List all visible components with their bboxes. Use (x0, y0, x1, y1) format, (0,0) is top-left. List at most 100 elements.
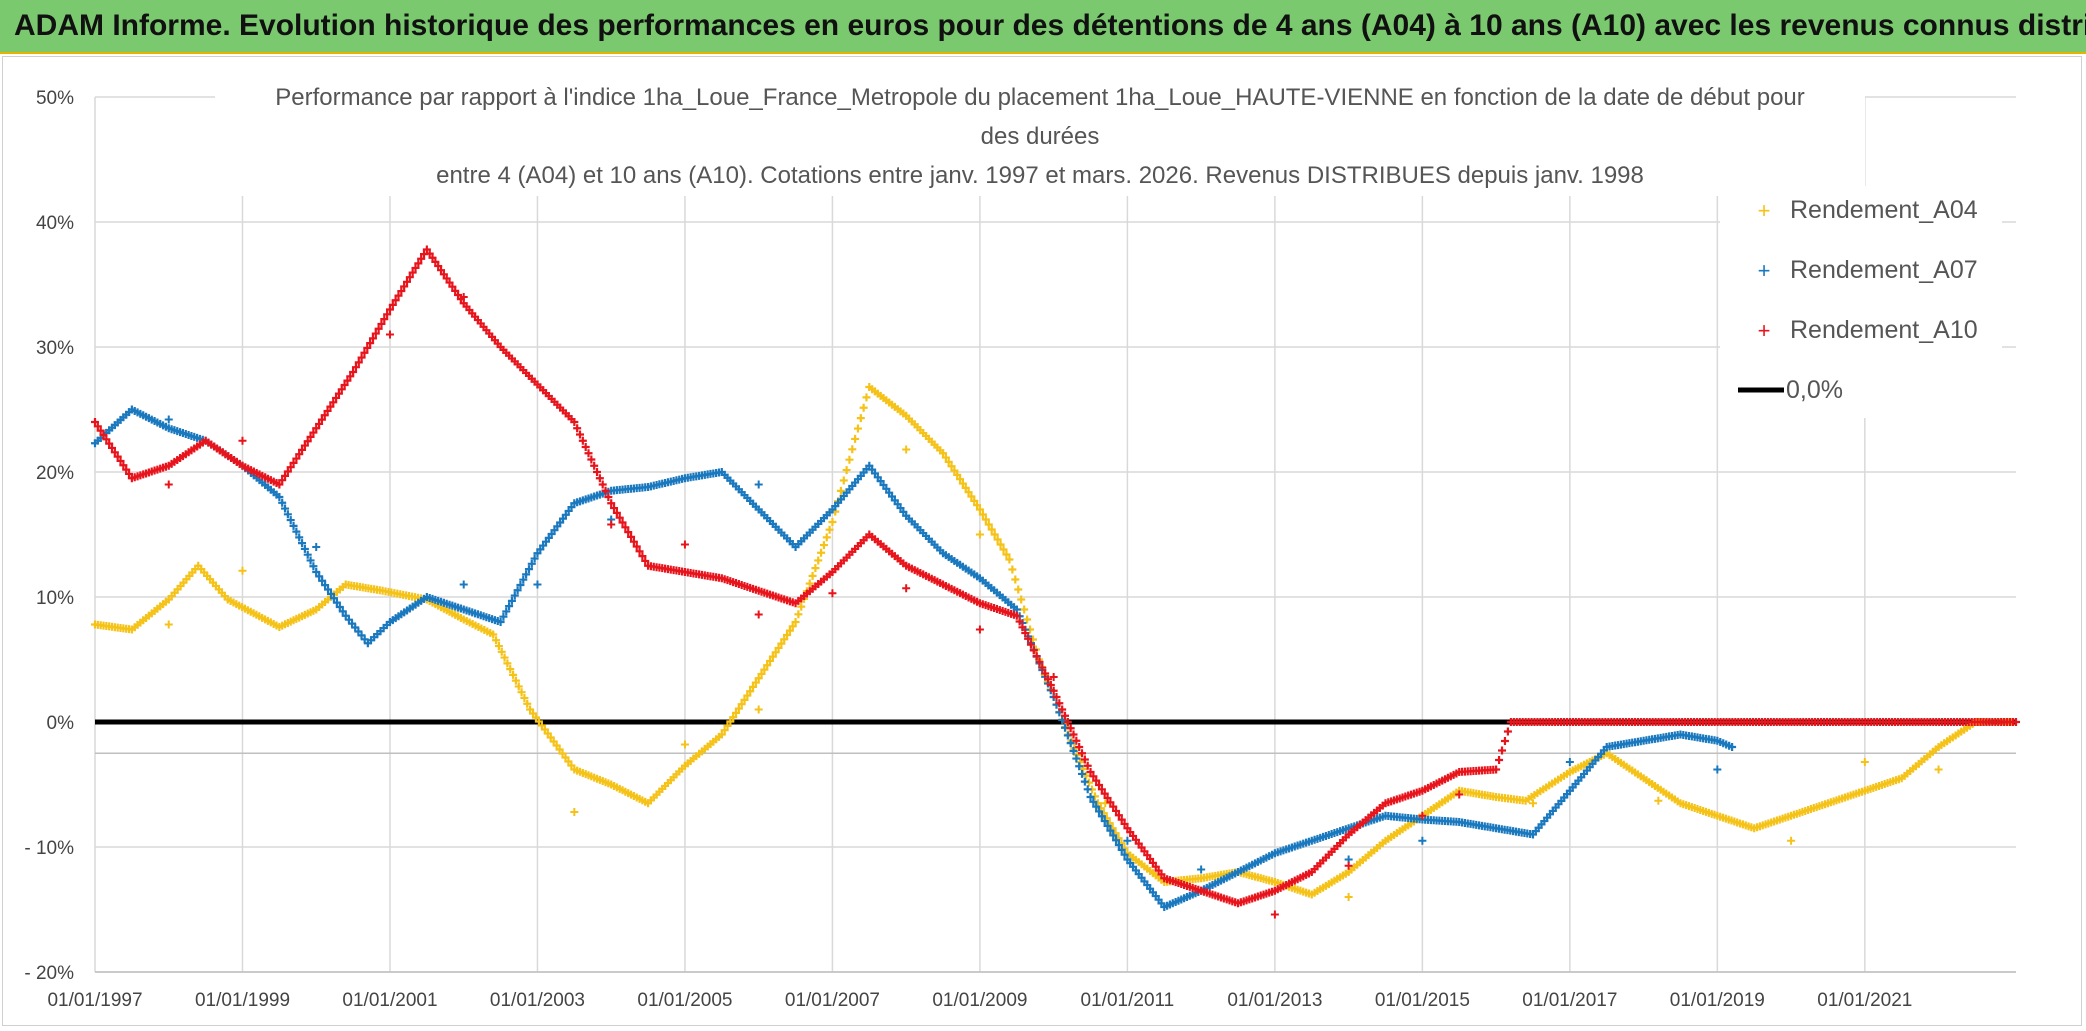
data-point-marker (944, 457, 953, 466)
data-point-marker (492, 636, 501, 645)
data-point-marker (743, 691, 752, 700)
data-point-marker (1024, 634, 1033, 643)
legend-label-a07: Rendement_A07 (1790, 256, 1978, 284)
data-point-marker (1114, 811, 1123, 820)
data-point-marker (1069, 730, 1078, 739)
data-point-marker (607, 520, 616, 529)
data-point-marker (238, 436, 247, 445)
data-point-marker (635, 547, 644, 556)
data-point-marker (811, 564, 820, 573)
data-point-marker (113, 452, 122, 461)
data-point-marker (1095, 807, 1104, 816)
data-point-marker (953, 470, 962, 479)
data-point-marker (1117, 845, 1126, 854)
y-tick-label: 0% (47, 713, 75, 734)
data-point-marker (1011, 575, 1020, 584)
data-point-marker (1083, 785, 1092, 794)
data-point-marker (1112, 806, 1121, 815)
data-point-marker (1713, 765, 1722, 774)
title-background (215, 76, 1865, 196)
data-point-marker (902, 584, 911, 593)
data-point-marker (570, 418, 579, 426)
data-point-marker (1026, 640, 1035, 649)
data-point-marker (122, 465, 131, 474)
data-point-marker (621, 523, 630, 532)
data-point-marker (766, 656, 775, 665)
data-point-marker (292, 527, 301, 536)
data-point-marker (1080, 755, 1089, 764)
data-point-marker (510, 591, 519, 600)
data-point-marker (295, 450, 304, 459)
data-point-marker (1078, 749, 1087, 758)
data-point-marker (125, 469, 134, 478)
data-point-marker (1503, 727, 1512, 736)
data-point-marker (520, 693, 529, 702)
data-point-marker (363, 343, 372, 352)
x-tick-label: 01/01/2017 (1522, 990, 1617, 1011)
data-point-marker (641, 556, 650, 565)
data-point-marker (454, 290, 463, 299)
data-point-marker (434, 262, 443, 271)
data-point-marker (439, 270, 448, 279)
data-point-marker (1058, 716, 1067, 725)
data-point-marker (2012, 718, 2020, 726)
data-point-marker (1018, 623, 1027, 632)
data-point-marker (289, 458, 298, 467)
data-point-marker (771, 648, 780, 657)
data-point-marker (1109, 831, 1118, 840)
data-point-marker (627, 532, 636, 541)
data-point-marker (499, 612, 508, 621)
data-point-marker (757, 669, 766, 678)
data-point-marker (777, 639, 786, 648)
chart-title: Performance par rapport à l'indice 1ha_L… (215, 76, 1865, 196)
data-point-marker (956, 475, 965, 484)
data-point-marker (828, 518, 837, 526)
data-point-marker (371, 329, 380, 338)
data-point-marker (442, 274, 451, 283)
data-point-marker (405, 273, 414, 282)
data-point-marker (851, 434, 860, 443)
data-point-marker (1344, 893, 1353, 901)
data-point-marker (295, 533, 304, 542)
data-point-marker (400, 282, 409, 291)
data-point-marker (324, 585, 333, 594)
data-point-marker (278, 498, 287, 507)
data-point-marker (278, 476, 287, 485)
data-point-marker (1061, 711, 1069, 720)
data-point-marker (1083, 761, 1092, 770)
data-point-marker (388, 300, 397, 309)
data-point-marker (1075, 762, 1084, 771)
data-point-marker (323, 406, 332, 415)
data-point-marker (368, 334, 377, 343)
data-point-marker (808, 571, 817, 580)
data-point-marker (496, 618, 505, 626)
data-point-marker (91, 418, 99, 426)
data-point-marker (1934, 765, 1943, 774)
y-tick-label: 40% (36, 213, 74, 234)
x-tick-label: 01/01/2007 (785, 990, 880, 1011)
data-point-marker (1035, 657, 1044, 666)
data-point-marker (1063, 718, 1072, 726)
data-point-marker (1097, 785, 1106, 794)
data-point-marker (1495, 756, 1504, 764)
y-tick-label: - 10% (24, 838, 74, 859)
data-point-marker (975, 530, 984, 539)
data-point-marker (335, 603, 344, 611)
data-point-marker (1046, 680, 1055, 689)
data-point-marker (848, 445, 857, 454)
data-point-marker (306, 556, 315, 565)
data-point-marker (1049, 673, 1058, 681)
data-point-marker (289, 521, 298, 530)
legend-marker-a04: + (1758, 198, 1771, 223)
data-point-marker (1120, 819, 1129, 828)
data-point-marker (1017, 595, 1026, 604)
data-point-marker (354, 358, 363, 367)
data-point-marker (459, 580, 468, 589)
data-point-marker (1086, 768, 1095, 776)
data-point-marker (845, 455, 854, 464)
data-point-marker (431, 257, 440, 266)
data-point-marker (785, 626, 794, 635)
data-point-marker (734, 704, 743, 713)
data-point-marker (754, 610, 763, 619)
data-point-marker (1043, 675, 1052, 684)
